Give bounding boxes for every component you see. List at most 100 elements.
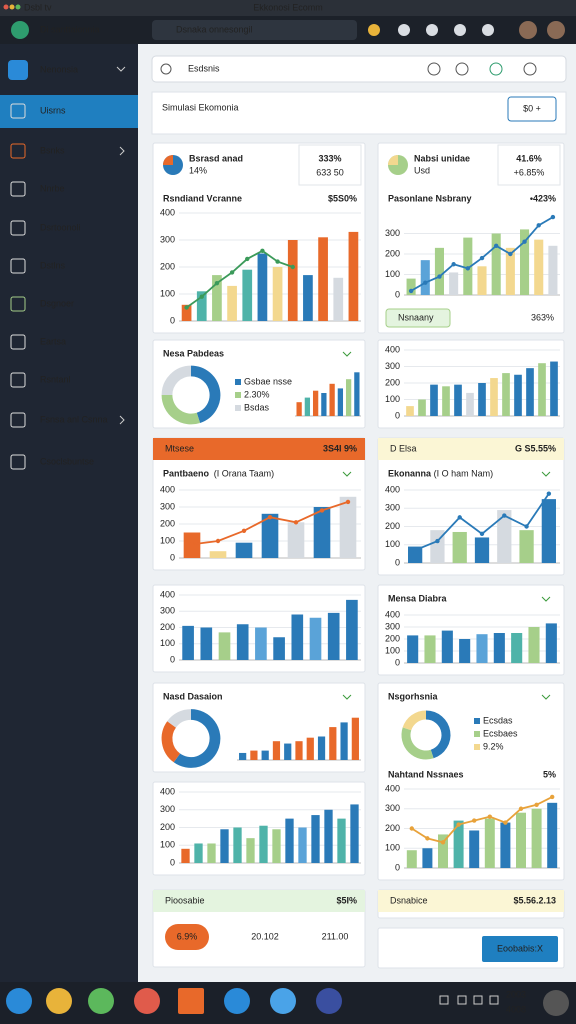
bar [287,240,298,321]
bar [291,614,304,660]
toolbar-icon[interactable] [398,24,410,36]
address-text: Dsnaka onnesongil [176,24,253,34]
bar [239,752,247,760]
toolbar-icon[interactable] [368,24,380,36]
bar [272,741,281,760]
bar [519,530,534,563]
card-note: Usd [414,165,430,175]
toolbar-icon[interactable] [482,24,494,36]
y-tick-label: 100 [385,394,400,404]
search-tool[interactable] [455,62,469,76]
toolbar-icon[interactable] [547,21,565,39]
bar [418,399,426,416]
trend-point [487,814,492,819]
y-tick-label: 100 [160,288,175,298]
toolbar-icon[interactable] [454,24,466,36]
footer-pill [385,308,451,328]
trend-point [408,288,414,294]
y-tick-label: 0 [395,557,400,567]
card-subvalue: •423% [530,193,556,203]
bar [220,829,229,863]
y-tick-label: 300 [160,501,175,511]
search-bar[interactable] [151,55,567,83]
bar [511,633,523,663]
donut-segment [167,709,192,728]
bar [490,378,498,416]
bar [541,499,556,563]
bar [442,386,450,416]
trend-point [275,259,280,264]
y-tick-label: 300 [385,228,400,238]
bar [212,275,222,321]
brand: Nenonsia [40,64,78,74]
donut-segment [173,709,221,768]
legend-swatch [474,744,480,750]
y-tick-label: 0 [170,857,175,867]
trend-point [518,806,524,811]
window-dot [9,4,15,10]
card-header [153,890,365,912]
trend-point [425,836,430,841]
nav-icon [10,181,26,197]
nav-item: Fsnsa anl Csnna [40,414,108,424]
notification-button[interactable] [543,990,569,1016]
taskbar-icon[interactable] [316,988,342,1014]
trend-point [472,818,477,823]
trend-point [503,820,508,825]
card-note: (I Orana Taam) [214,468,274,478]
bar [235,542,253,558]
nav-item: Bsnks [40,145,65,155]
window-title: Ekkonosi Ecomm [253,2,323,12]
header-button[interactable] [507,96,557,122]
action-button[interactable] [482,936,558,962]
bar [516,812,526,868]
tray-icon [489,995,499,1005]
taskbar-icon[interactable] [178,988,204,1014]
trend-point [245,256,250,262]
bar [438,834,448,868]
card-chevron [541,596,551,602]
bar [317,736,326,760]
bar [454,384,462,416]
legend-text: Ecsdas [483,715,513,725]
y-tick-label: 200 [160,822,175,832]
y-tick-label: 100 [385,645,400,655]
toolbar-icon[interactable] [426,24,438,36]
search-tool[interactable] [489,62,503,76]
legend-swatch [474,718,480,724]
toolbar-icon[interactable] [519,21,537,39]
search-tool[interactable] [427,62,441,76]
y-tick-label: 100 [385,539,400,549]
taskbar-icon[interactable] [46,988,72,1014]
card-header-value: $5.56.2.13 [513,895,556,905]
taskbar-icon[interactable] [6,988,32,1014]
bar [313,507,331,558]
y-tick-label: 100 [160,638,175,648]
donut-segment [190,365,221,423]
trend-point [293,520,299,525]
kpi-box [497,144,561,186]
card-title: Ekonanna [388,468,432,478]
nav-icon [10,412,26,428]
y-tick-label: 100 [385,269,400,279]
taskbar-icon[interactable] [270,988,296,1014]
trend-point [546,491,552,496]
search-tool[interactable] [523,62,537,76]
bar [531,808,542,868]
bar [478,383,486,416]
bar [484,818,495,868]
trend-point [479,255,485,261]
taskbar-icon[interactable] [134,988,160,1014]
card-chevron [541,471,551,477]
y-tick-label: 400 [385,484,400,494]
taskbar-icon[interactable] [88,988,114,1014]
address-bar[interactable] [152,20,357,40]
taskbar-icon[interactable] [224,988,250,1014]
nav-item: Rsntanl [40,374,71,384]
bar [318,237,328,321]
bar [196,291,207,321]
trend-point [465,266,471,271]
bar [181,304,192,321]
bar [339,496,357,558]
nav-icon [10,258,26,274]
